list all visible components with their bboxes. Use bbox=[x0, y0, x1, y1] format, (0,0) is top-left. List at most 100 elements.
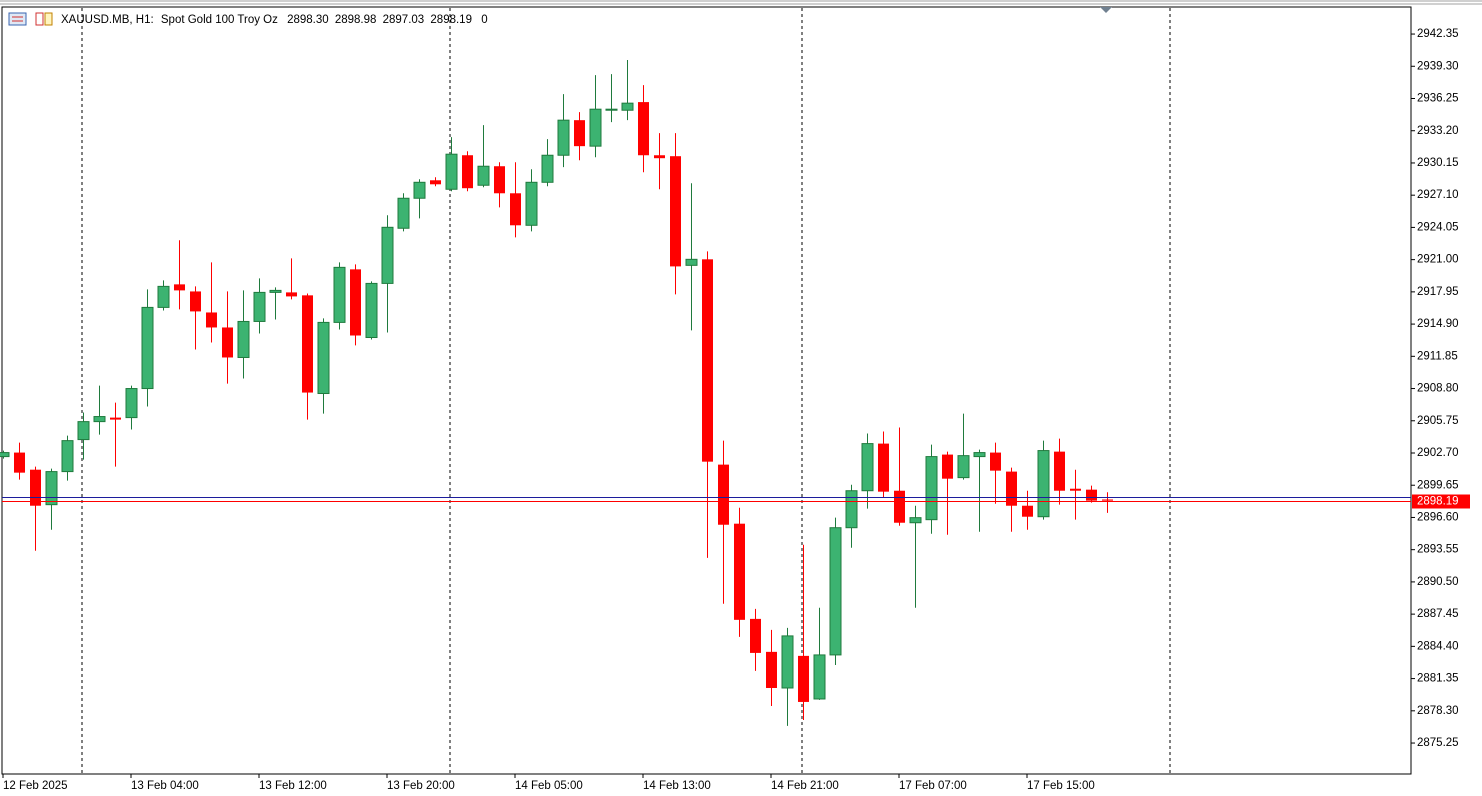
icon[interactable] bbox=[8, 12, 27, 26]
candle-body bbox=[925, 456, 938, 521]
candle-body bbox=[237, 320, 250, 358]
y-tick-label: 2921.00 bbox=[1417, 254, 1459, 266]
y-tick-label: 2914.90 bbox=[1417, 318, 1459, 330]
icon[interactable] bbox=[44, 12, 53, 26]
candle-body bbox=[798, 655, 809, 702]
high-price: 2898.98 bbox=[335, 14, 377, 26]
y-tick-label: 2890.50 bbox=[1417, 576, 1459, 588]
candle-body bbox=[685, 258, 698, 266]
candle-body bbox=[206, 312, 217, 328]
shift-marker[interactable] bbox=[1100, 7, 1112, 13]
volume: 0 bbox=[481, 14, 487, 26]
candle-body bbox=[766, 651, 777, 688]
candle-body bbox=[750, 618, 761, 653]
y-tick-label: 2899.65 bbox=[1417, 479, 1459, 491]
y-tick-label: 2902.70 bbox=[1417, 447, 1459, 459]
candle-body bbox=[141, 306, 154, 390]
candle-body bbox=[942, 454, 953, 479]
candle-body bbox=[397, 197, 410, 229]
candle-body bbox=[302, 295, 313, 393]
x-tick-label: 13 Feb 20:00 bbox=[387, 780, 455, 792]
candle-body bbox=[477, 165, 490, 186]
candle-body bbox=[557, 119, 570, 156]
candle-body bbox=[894, 490, 905, 523]
candle-body bbox=[702, 259, 713, 462]
y-tick-label: 2908.80 bbox=[1417, 383, 1459, 395]
candle-body bbox=[574, 120, 585, 147]
x-tick-label: 13 Feb 04:00 bbox=[131, 780, 199, 792]
y-tick-label: 2905.75 bbox=[1417, 415, 1459, 427]
candle-body bbox=[1102, 499, 1113, 501]
candle-body bbox=[269, 289, 282, 293]
candle-body bbox=[829, 527, 842, 656]
open-price: 2898.30 bbox=[287, 14, 329, 26]
candle-body bbox=[1006, 471, 1017, 506]
low-price: 2897.03 bbox=[383, 14, 425, 26]
candle-body bbox=[286, 292, 297, 297]
header-icons bbox=[8, 12, 53, 26]
candle-body bbox=[110, 417, 121, 420]
y-tick-label: 2930.15 bbox=[1417, 157, 1459, 169]
candle-body bbox=[605, 108, 618, 111]
candle-body bbox=[1022, 505, 1033, 517]
description: Spot Gold 100 Troy Oz bbox=[161, 14, 278, 26]
y-tick-label: 2939.30 bbox=[1417, 60, 1459, 72]
candle-body bbox=[973, 452, 986, 458]
candle-body bbox=[430, 180, 441, 185]
candle-body bbox=[638, 102, 649, 156]
candle-body bbox=[45, 471, 58, 506]
candle-body bbox=[30, 469, 41, 506]
candle-body bbox=[670, 156, 681, 267]
candle-body bbox=[333, 266, 346, 323]
candle-body bbox=[350, 269, 361, 336]
x-tick-label: 14 Feb 05:00 bbox=[515, 780, 583, 792]
candle-body bbox=[525, 181, 538, 226]
x-tick-label: 17 Feb 07:00 bbox=[899, 780, 967, 792]
candle-body bbox=[813, 654, 826, 700]
candle-body bbox=[541, 154, 554, 183]
candle-body bbox=[1086, 489, 1097, 501]
candle-body bbox=[77, 421, 90, 441]
candle-body bbox=[61, 440, 74, 473]
period-separators bbox=[81, 8, 1171, 774]
y-tick-label: 2927.10 bbox=[1417, 189, 1459, 201]
x-tick-label: 14 Feb 21:00 bbox=[771, 780, 839, 792]
candle-body bbox=[781, 635, 794, 689]
candle-body bbox=[957, 455, 970, 479]
close-price: 2898.19 bbox=[430, 14, 472, 26]
candle-body bbox=[861, 443, 874, 492]
y-tick-label: 2924.05 bbox=[1417, 221, 1459, 233]
y-tick-label: 2896.60 bbox=[1417, 511, 1459, 523]
candle-body bbox=[125, 388, 138, 419]
candle-body bbox=[1070, 488, 1081, 491]
icon[interactable] bbox=[35, 12, 44, 26]
x-tick-label: 17 Feb 15:00 bbox=[1027, 780, 1095, 792]
candle-body bbox=[253, 291, 266, 322]
bid-label: 2898.19 bbox=[1417, 496, 1459, 508]
candle-body bbox=[190, 291, 201, 312]
y-tick-label: 2936.25 bbox=[1417, 93, 1459, 105]
candle-body bbox=[589, 108, 602, 147]
candle-body bbox=[718, 464, 729, 525]
y-tick-label: 2893.55 bbox=[1417, 544, 1459, 556]
candle-body bbox=[317, 321, 330, 395]
y-tick-label: 2884.40 bbox=[1417, 640, 1459, 652]
candle-body bbox=[93, 416, 106, 423]
candle-body bbox=[174, 284, 185, 291]
candle-body bbox=[621, 102, 634, 111]
candle-body bbox=[381, 226, 394, 284]
candle-body bbox=[878, 443, 889, 492]
header: XAUUSD.MB, H1: Spot Gold 100 Troy Oz 289… bbox=[61, 14, 488, 26]
candle-body bbox=[990, 452, 1001, 471]
candle-body bbox=[1054, 451, 1065, 491]
candle-body bbox=[0, 452, 10, 458]
candle-body bbox=[365, 282, 378, 339]
candle-body bbox=[222, 327, 233, 358]
y-tick-label: 2878.30 bbox=[1417, 705, 1459, 717]
y-tick-label: 2942.35 bbox=[1417, 28, 1459, 40]
y-tick-label: 2933.20 bbox=[1417, 125, 1459, 137]
y-tick-label: 2917.95 bbox=[1417, 286, 1459, 298]
x-tick-label: 13 Feb 12:00 bbox=[259, 780, 327, 792]
